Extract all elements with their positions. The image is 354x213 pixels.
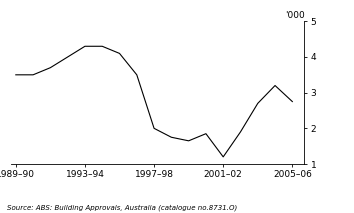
Text: Source: ABS: Building Approvals, Australia (catalogue no.8731.O): Source: ABS: Building Approvals, Austral… [7,204,237,211]
Text: '000: '000 [285,11,304,20]
